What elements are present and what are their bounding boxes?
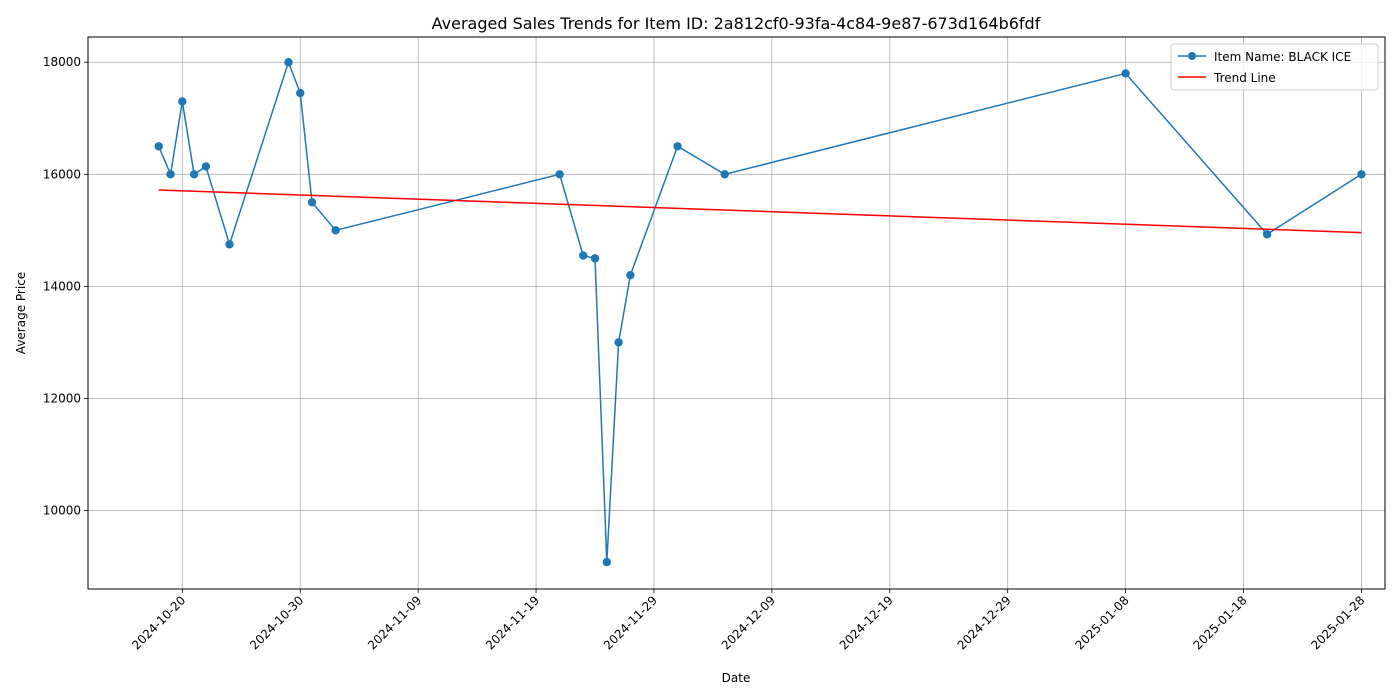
y-tick-label: 18000 xyxy=(43,55,81,69)
data-point xyxy=(201,162,211,171)
grid xyxy=(88,37,1385,589)
x-tick-label: 2024-11-09 xyxy=(365,593,424,652)
x-tick-label: 2024-11-29 xyxy=(601,593,660,652)
data-point xyxy=(307,198,317,207)
data-point xyxy=(284,58,293,67)
data-point xyxy=(614,338,623,347)
data-point xyxy=(296,88,305,98)
plot-frame xyxy=(87,36,1386,590)
data-point xyxy=(720,170,729,179)
x-tick-label: 2025-01-28 xyxy=(1308,593,1367,652)
legend: Item Name: BLACK ICE Trend Line xyxy=(1170,43,1379,91)
y-tick-label: 10000 xyxy=(43,504,81,518)
x-tick-label: 2024-10-30 xyxy=(247,593,306,652)
legend-label-trend: Trend Line xyxy=(1213,71,1276,85)
data-point xyxy=(673,142,682,151)
legend-box xyxy=(1170,43,1379,91)
x-tick-label: 2024-11-19 xyxy=(483,593,542,652)
series-layer xyxy=(154,58,1366,567)
y-tick-label: 16000 xyxy=(43,167,81,181)
x-axis: 2024-10-20 2024-10-30 2024-11-09 2024-11-19… xyxy=(129,589,1368,652)
series-line-0 xyxy=(158,59,1362,563)
x-tick-label: 2024-12-19 xyxy=(837,593,896,652)
y-axis-label: Average Price xyxy=(14,272,28,354)
data-point xyxy=(331,226,340,235)
series-line-1 xyxy=(158,189,1362,234)
x-tick-label: 2025-01-08 xyxy=(1073,593,1132,652)
chart-title: Averaged Sales Trends for Item ID: 2a812… xyxy=(432,14,1041,33)
legend-marker-black-ice xyxy=(1188,52,1196,60)
data-point xyxy=(166,170,175,179)
x-tick-label: 2025-01-18 xyxy=(1190,593,1249,652)
x-axis-label: Date xyxy=(722,671,751,685)
x-tick-label: 2024-12-29 xyxy=(955,593,1014,652)
data-point xyxy=(1262,230,1272,239)
legend-label-black-ice: Item Name: BLACK ICE xyxy=(1214,50,1351,64)
data-point xyxy=(189,170,199,179)
y-tick-label: 14000 xyxy=(43,279,81,293)
data-point xyxy=(579,251,588,260)
data-point xyxy=(590,254,600,263)
data-point xyxy=(602,557,611,567)
data-point xyxy=(178,97,187,106)
data-point xyxy=(1357,170,1366,179)
y-tick-label: 12000 xyxy=(43,391,81,405)
data-point xyxy=(154,142,163,151)
x-tick-label: 2024-10-20 xyxy=(129,593,188,652)
data-point xyxy=(225,240,234,249)
x-tick-label: 2024-12-09 xyxy=(719,593,778,652)
y-axis: 10000 12000 14000 16000 18000 xyxy=(43,55,88,518)
data-point xyxy=(555,170,564,179)
data-point xyxy=(626,270,635,280)
data-point xyxy=(1121,69,1130,78)
